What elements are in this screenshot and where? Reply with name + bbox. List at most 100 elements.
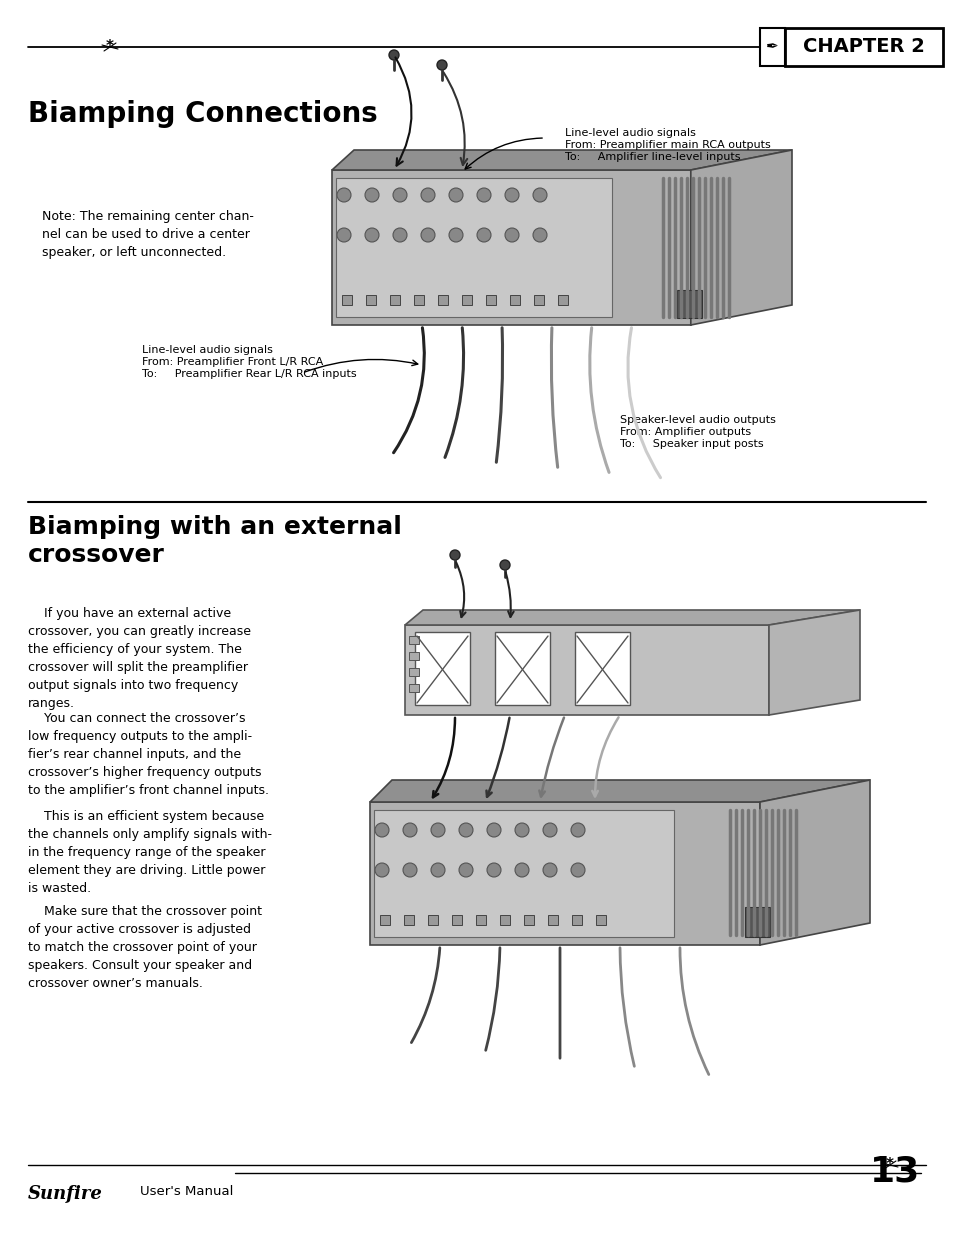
Bar [409,636,418,643]
Bar [379,915,390,925]
Circle shape [504,228,518,242]
Bar [403,915,414,925]
Bar [409,668,418,676]
Text: crossover: crossover [28,543,165,567]
Text: *: * [885,1157,893,1172]
Polygon shape [370,802,760,945]
Circle shape [393,228,407,242]
Circle shape [515,863,529,877]
Circle shape [365,188,378,203]
Bar [390,295,399,305]
Bar [366,295,375,305]
Polygon shape [405,610,859,625]
Circle shape [402,863,416,877]
Text: ✒: ✒ [765,40,778,54]
Circle shape [458,863,473,877]
Text: Biamping with an external: Biamping with an external [28,515,401,538]
Polygon shape [370,781,869,802]
Bar [452,915,461,925]
Bar [499,915,510,925]
Circle shape [499,559,510,571]
Circle shape [533,228,546,242]
Text: From: Amplifier outputs: From: Amplifier outputs [619,427,750,437]
Circle shape [436,61,447,70]
Bar [677,290,701,317]
Text: To:     Preamplifier Rear L/R RCA inputs: To: Preamplifier Rear L/R RCA inputs [142,369,356,379]
Bar [335,178,612,317]
Bar [575,632,629,705]
Circle shape [420,228,435,242]
Circle shape [515,823,529,837]
Bar [547,915,558,925]
Circle shape [365,228,378,242]
Text: Line-level audio signals: Line-level audio signals [564,128,695,138]
Circle shape [393,188,407,203]
Circle shape [571,863,584,877]
Circle shape [402,823,416,837]
Bar [523,915,534,925]
Text: CHAPTER 2: CHAPTER 2 [802,37,924,57]
Circle shape [476,188,491,203]
Circle shape [458,823,473,837]
Circle shape [389,49,398,61]
Polygon shape [690,149,791,325]
Bar [485,295,496,305]
Polygon shape [332,170,690,325]
Circle shape [476,228,491,242]
Bar [437,295,448,305]
Text: Sunfire: Sunfire [28,1186,103,1203]
Bar [428,915,437,925]
Text: From: Preamplifier main RCA outputs: From: Preamplifier main RCA outputs [564,140,770,149]
Bar [558,295,567,305]
Bar [476,915,485,925]
Circle shape [486,863,500,877]
Bar [510,295,519,305]
Circle shape [486,823,500,837]
Circle shape [533,188,546,203]
Bar [409,652,418,659]
Circle shape [449,228,462,242]
Bar [341,295,352,305]
Bar [596,915,605,925]
Bar [744,906,769,937]
Text: *: * [106,40,113,54]
Bar [414,295,423,305]
Bar [374,810,673,937]
Bar [760,28,784,65]
Text: To:     Speaker input posts: To: Speaker input posts [619,438,762,450]
Circle shape [504,188,518,203]
Circle shape [450,550,459,559]
Bar [534,295,543,305]
Circle shape [542,863,557,877]
Circle shape [431,863,444,877]
Bar [495,632,550,705]
Circle shape [336,228,351,242]
Text: You can connect the crossover’s
low frequency outputs to the ampli-
fier’s rear : You can connect the crossover’s low freq… [28,713,269,797]
Polygon shape [332,149,791,170]
Text: Speaker-level audio outputs: Speaker-level audio outputs [619,415,775,425]
Circle shape [375,823,389,837]
Text: Line-level audio signals: Line-level audio signals [142,345,273,354]
Bar [784,28,942,65]
Circle shape [431,823,444,837]
Bar [461,295,472,305]
Bar [572,915,581,925]
Text: This is an efficient system because
the channels only amplify signals with-
in t: This is an efficient system because the … [28,810,272,895]
Text: From: Preamplifier Front L/R RCA: From: Preamplifier Front L/R RCA [142,357,323,367]
Text: Note: The remaining center chan-
nel can be used to drive a center
speaker, or l: Note: The remaining center chan- nel can… [42,210,253,259]
Polygon shape [405,625,768,715]
Text: User's Manual: User's Manual [140,1186,233,1198]
Circle shape [420,188,435,203]
Circle shape [571,823,584,837]
Circle shape [542,823,557,837]
Circle shape [375,863,389,877]
Text: If you have an external active
crossover, you can greatly increase
the efficienc: If you have an external active crossover… [28,606,251,710]
Circle shape [449,188,462,203]
Text: 13: 13 [869,1155,919,1189]
Polygon shape [768,610,859,715]
Circle shape [336,188,351,203]
Text: Make sure that the crossover point
of your active crossover is adjusted
to match: Make sure that the crossover point of yo… [28,905,262,990]
Bar [409,684,418,692]
Text: To:     Amplifier line-level inputs: To: Amplifier line-level inputs [564,152,740,162]
Bar [415,632,470,705]
